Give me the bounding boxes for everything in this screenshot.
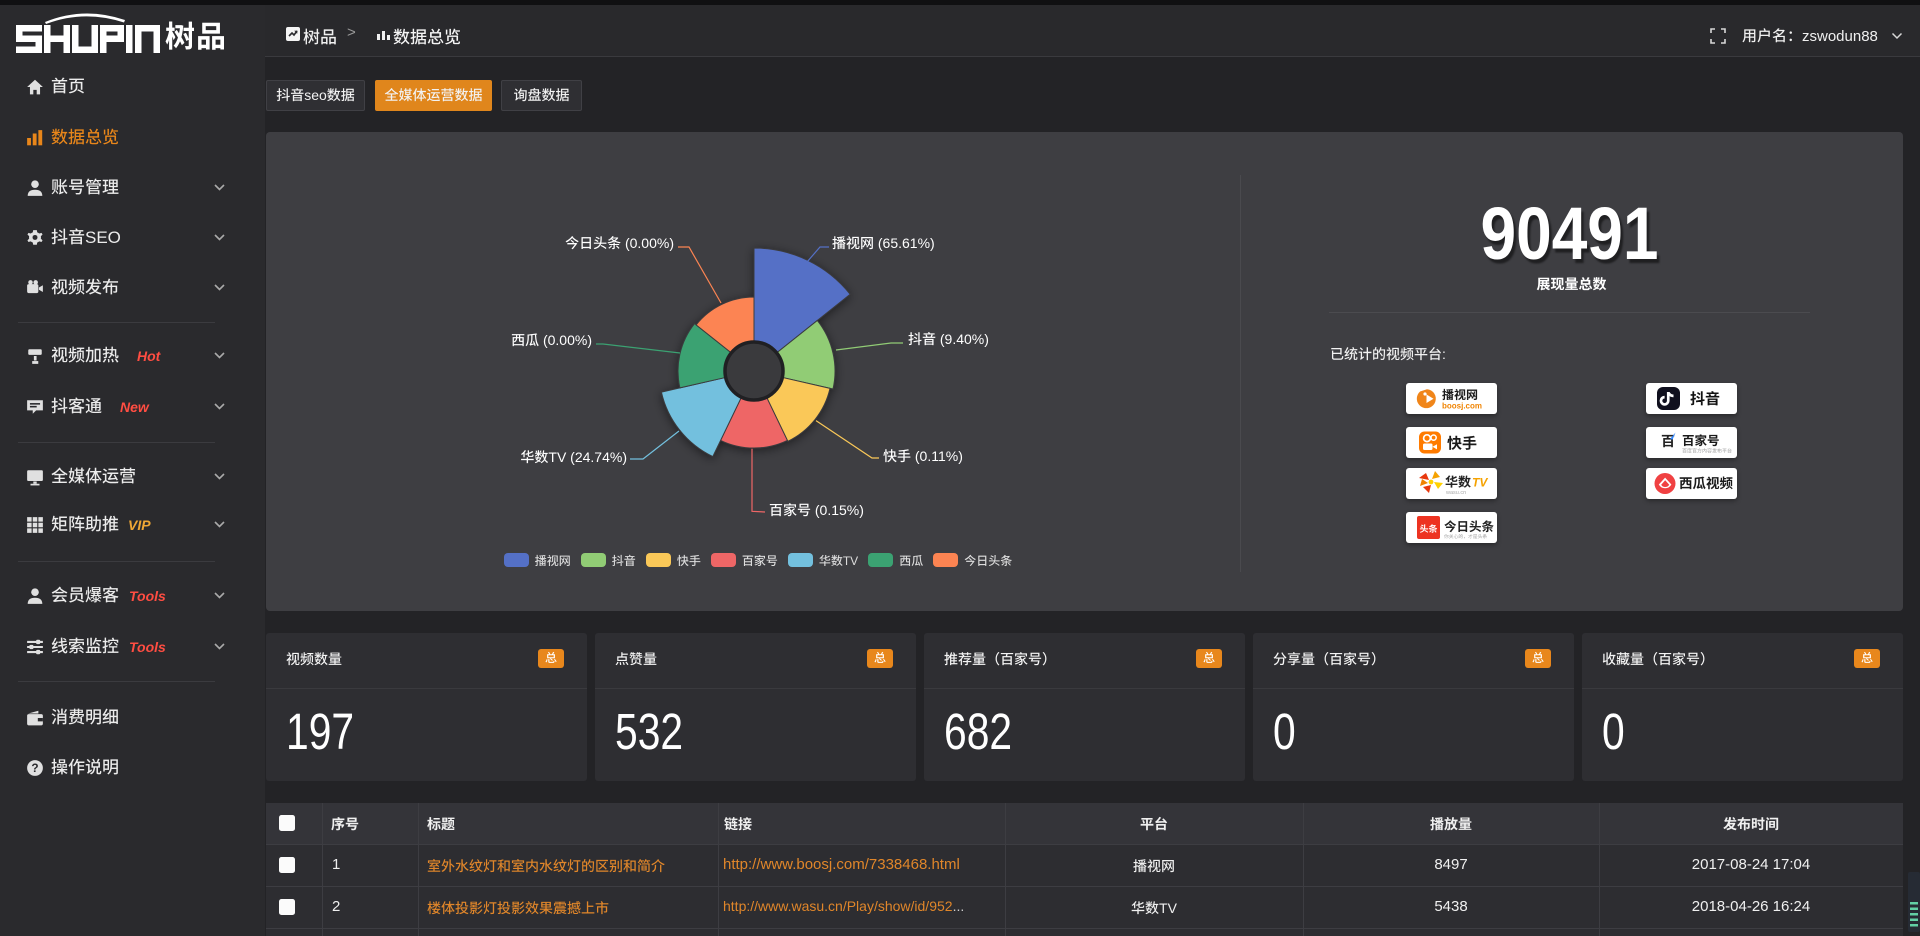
svg-text:你关心的，才是头条: 你关心的，才是头条 (1444, 533, 1487, 540)
svg-text:wasu.cn: wasu.cn (1445, 490, 1466, 496)
svg-text:西瓜视频: 西瓜视频 (1679, 472, 1733, 492)
svg-text:今日头条: 今日头条 (1444, 516, 1495, 535)
svg-text:百: 百 (1661, 431, 1675, 451)
svg-text:TV: TV (1472, 476, 1488, 490)
svg-text:抖音: 抖音 (1690, 388, 1720, 409)
svg-text:华数: 华数 (1445, 472, 1471, 491)
svg-text:百度官方内容发布平台: 百度官方内容发布平台 (1682, 448, 1732, 455)
svg-text:头条: 头条 (1419, 522, 1437, 535)
svg-text:boosj.com: boosj.com (1442, 402, 1482, 411)
svg-text:快手: 快手 (1447, 433, 1477, 454)
svg-text:百家号: 百家号 (1682, 430, 1720, 449)
svg-text:播视网: 播视网 (1442, 386, 1478, 403)
svg-text:?: ? (31, 761, 38, 775)
